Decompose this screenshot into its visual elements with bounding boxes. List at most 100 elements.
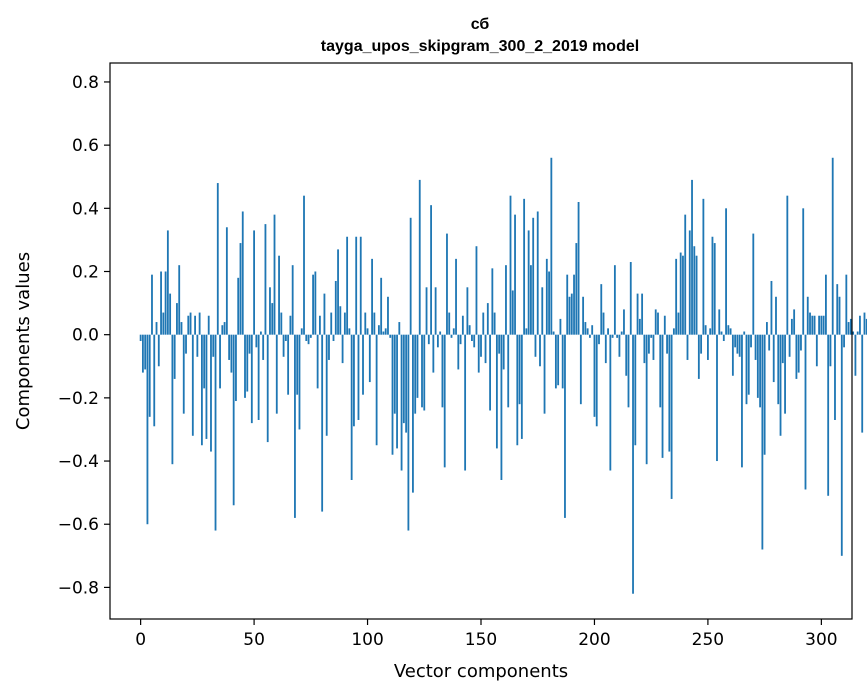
bar-261 xyxy=(731,334,734,376)
bar-162 xyxy=(507,334,510,408)
bar-216 xyxy=(629,262,632,335)
bar-72 xyxy=(303,195,305,335)
bar-50 xyxy=(253,230,255,335)
bars-group xyxy=(139,157,867,594)
bar-98 xyxy=(362,334,364,395)
bar-282 xyxy=(779,334,782,436)
bar-278 xyxy=(770,280,773,335)
bar-87 xyxy=(337,249,339,335)
bar-295 xyxy=(809,312,811,335)
y-tick-label: −0.6 xyxy=(58,515,99,535)
bar-141 xyxy=(459,334,462,345)
bar-19 xyxy=(182,334,185,414)
bar-249 xyxy=(704,325,707,335)
bar-168 xyxy=(520,334,523,439)
bar-199 xyxy=(591,325,594,335)
bar-307 xyxy=(836,284,839,335)
bar-269 xyxy=(750,334,752,348)
bar-27 xyxy=(200,334,203,446)
bar-230 xyxy=(661,334,664,458)
bar-31 xyxy=(210,334,212,452)
bar-97 xyxy=(359,236,362,335)
y-tick-label: 0.8 xyxy=(72,73,99,93)
x-tick-label: 200 xyxy=(578,630,610,650)
bar-133 xyxy=(441,334,444,408)
bar-45 xyxy=(241,211,244,335)
bar-8 xyxy=(157,334,160,367)
bar-132 xyxy=(439,331,442,335)
bar-287 xyxy=(790,318,793,335)
y-axis-ticks: −0.8 −0.6 −0.4 −0.2 0.0 0.2 0.4 0.6 0.8 xyxy=(58,73,110,598)
bar-198 xyxy=(589,334,591,338)
bar-314 xyxy=(852,331,855,335)
bar-46 xyxy=(244,334,246,398)
bar-224 xyxy=(648,334,650,354)
bar-247 xyxy=(700,334,703,354)
bar-304 xyxy=(829,334,832,367)
bar-315 xyxy=(854,334,857,376)
bar-292 xyxy=(802,208,805,335)
bar-204 xyxy=(602,312,605,335)
bar-318 xyxy=(861,334,864,433)
bar-200 xyxy=(593,334,596,417)
bar-147 xyxy=(473,334,476,348)
bar-251 xyxy=(709,328,712,335)
bar-171 xyxy=(527,230,530,335)
bar-10 xyxy=(162,312,165,335)
bar-179 xyxy=(545,258,548,335)
bar-308 xyxy=(838,296,841,335)
bar-276 xyxy=(766,322,768,335)
bar-194 xyxy=(579,334,582,405)
bar-266 xyxy=(743,331,746,335)
bar-29 xyxy=(205,334,208,439)
bar-38 xyxy=(225,227,228,335)
bar-222 xyxy=(643,334,646,364)
bar-303 xyxy=(827,334,830,496)
bar-24 xyxy=(194,315,196,335)
bar-277 xyxy=(768,334,771,351)
bar-121 xyxy=(414,334,417,414)
bar-243 xyxy=(691,179,693,335)
bar-196 xyxy=(584,322,587,335)
bar-143 xyxy=(464,334,467,471)
bar-34 xyxy=(216,183,219,335)
bar-71 xyxy=(300,328,303,335)
bar-291 xyxy=(800,334,802,351)
bar-167 xyxy=(518,334,521,405)
bar-12 xyxy=(166,230,169,335)
bar-263 xyxy=(736,334,739,354)
bar-93 xyxy=(350,334,353,480)
bar-262 xyxy=(734,334,737,348)
bar-156 xyxy=(493,312,496,335)
bar-108 xyxy=(384,328,387,335)
bar-320 xyxy=(865,318,867,335)
bar-7 xyxy=(155,322,158,335)
bar-155 xyxy=(491,268,494,335)
bar-239 xyxy=(682,255,684,335)
bar-109 xyxy=(387,296,389,335)
bar-211 xyxy=(618,334,621,357)
bar-229 xyxy=(659,334,662,408)
bar-3 xyxy=(146,334,149,525)
bar-265 xyxy=(741,334,743,468)
bar-6 xyxy=(153,334,156,427)
bar-66 xyxy=(289,315,292,335)
bar-215 xyxy=(627,334,630,408)
x-tick-label: 0 xyxy=(135,630,146,650)
bar-28 xyxy=(203,334,206,389)
bar-11 xyxy=(164,271,167,335)
bar-301 xyxy=(822,315,825,335)
bar-242 xyxy=(688,230,691,335)
bar-294 xyxy=(806,296,809,335)
bar-214 xyxy=(625,334,628,376)
bar-255 xyxy=(718,309,721,335)
bar-91 xyxy=(346,236,349,335)
bar-158 xyxy=(498,334,501,354)
bar-235 xyxy=(672,328,675,335)
bar-172 xyxy=(530,265,532,335)
bar-122 xyxy=(416,334,419,398)
bar-299 xyxy=(818,315,821,335)
bar-81 xyxy=(323,293,326,335)
y-tick-label: −0.4 xyxy=(58,452,99,472)
